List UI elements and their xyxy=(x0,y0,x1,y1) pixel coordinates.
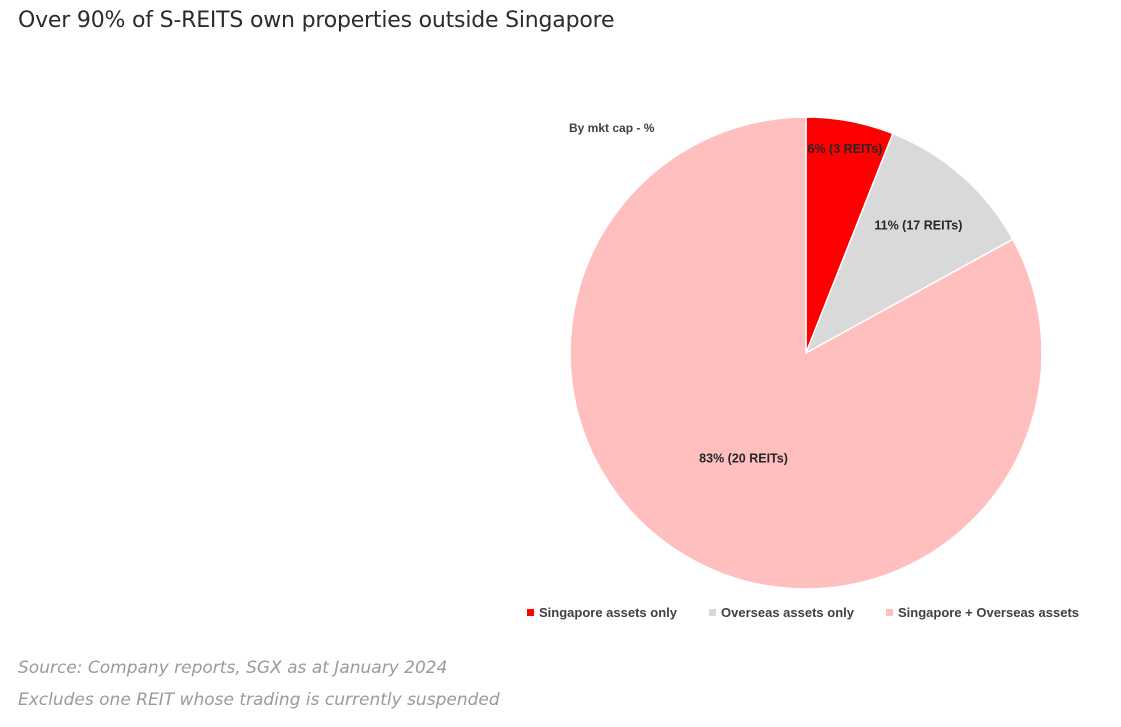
pie-data-label: 6% (3 REITs) xyxy=(808,142,883,156)
pie-slice-3 xyxy=(569,116,1043,590)
legend-swatch xyxy=(527,609,534,616)
pie-slice-2 xyxy=(804,132,1014,355)
pie-data-label: 11% (17 REITs) xyxy=(874,219,962,233)
chart-legend: Singapore assets only Overseas assets on… xyxy=(527,605,1079,620)
legend-item-singapore-only: Singapore assets only xyxy=(527,605,677,620)
legend-swatch xyxy=(709,609,716,616)
legend-item-overseas-only: Overseas assets only xyxy=(709,605,854,620)
chart-subtitle: By mkt cap - % xyxy=(569,121,655,135)
legend-label: Overseas assets only xyxy=(721,605,854,620)
pie-labels: 6% (3 REITs) 11% (17 REITs) 83% (20 REITs) xyxy=(699,142,962,466)
exclusion-note: Excludes one REIT whose trading is curre… xyxy=(18,690,500,710)
legend-item-singapore-overseas: Singapore + Overseas assets xyxy=(885,605,1080,620)
legend-label: Singapore + Overseas assets xyxy=(897,605,1080,620)
legend-label: Singapore assets only xyxy=(539,605,677,620)
pie-data-label: 83% (20 REITs) xyxy=(699,452,788,466)
pie-slices xyxy=(569,116,1043,590)
legend-swatch xyxy=(885,609,893,616)
source-note: Source: Company reports, SGX as at Janua… xyxy=(18,658,448,678)
page-title: Over 90% of S-REITS own properties outsi… xyxy=(18,8,615,33)
